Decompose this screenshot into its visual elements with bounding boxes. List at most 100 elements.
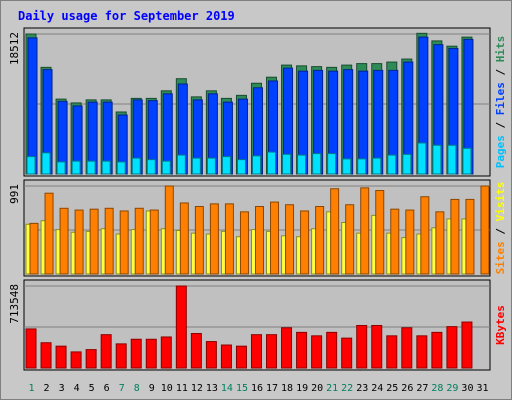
- bar-kbytes-7: [115, 343, 127, 369]
- x-tick-label: 23: [356, 383, 368, 394]
- bar-sites-10: [164, 185, 174, 275]
- x-tick-label: 7: [119, 383, 125, 394]
- bar-kbytes-24: [371, 324, 383, 369]
- series-files: [27, 36, 474, 175]
- bar-sites-8: [134, 207, 144, 275]
- legend-entry: Files: [494, 82, 507, 115]
- bar-pages-5: [86, 160, 96, 175]
- bar-pages-19: [297, 154, 307, 175]
- bar-kbytes-19: [296, 331, 308, 369]
- bar-sites-21: [330, 188, 340, 275]
- bar-pages-14: [221, 156, 231, 175]
- legend-entry: Visits: [494, 182, 507, 222]
- bar-sites-12: [194, 206, 204, 275]
- bar-kbytes-29: [446, 326, 458, 369]
- bar-pages-26: [402, 153, 412, 175]
- bar-pages-6: [101, 160, 111, 175]
- x-tick-label: 3: [59, 383, 65, 394]
- bar-kbytes-26: [401, 327, 413, 369]
- bar-kbytes-14: [220, 344, 232, 369]
- bar-kbytes-3: [55, 345, 67, 369]
- y-max-label: 18512: [8, 32, 21, 65]
- x-tick-label: 31: [476, 383, 488, 394]
- bar-kbytes-17: [266, 334, 278, 369]
- series-sites: [29, 185, 490, 275]
- bar-pages-10: [161, 160, 171, 175]
- bar-sites-27: [420, 196, 430, 275]
- bar-pages-28: [432, 144, 442, 175]
- bar-pages-12: [191, 157, 201, 175]
- bar-pages-24: [372, 157, 382, 175]
- bar-pages-23: [357, 158, 367, 175]
- bar-kbytes-23: [356, 324, 368, 369]
- y-max-label: 991: [8, 184, 21, 204]
- bar-kbytes-8: [130, 338, 142, 369]
- panel-legend: Sites / Visits: [494, 182, 507, 275]
- x-tick-label: 13: [206, 383, 218, 394]
- bar-sites-20: [315, 206, 325, 275]
- series-pages: [26, 142, 472, 175]
- legend-entry: Hits: [494, 36, 507, 63]
- bar-pages-21: [327, 153, 337, 175]
- bar-sites-17: [270, 201, 280, 275]
- legend-entry: /: [494, 115, 507, 135]
- x-tick-label: 11: [176, 383, 188, 394]
- bar-kbytes-27: [416, 335, 428, 369]
- bar-sites-23: [360, 187, 370, 275]
- bar-sites-31: [480, 185, 490, 275]
- bar-sites-3: [59, 207, 69, 275]
- x-tick-label: 8: [134, 383, 140, 394]
- bar-pages-3: [56, 161, 66, 175]
- bar-kbytes-18: [281, 327, 293, 369]
- panel-hits-files-pages: 18512 Pages / Files / Hits: [8, 27, 507, 177]
- bar-files-22: [343, 69, 354, 175]
- x-tick-label: 29: [446, 383, 458, 394]
- bar-sites-13: [209, 203, 219, 275]
- bar-pages-20: [312, 153, 322, 175]
- x-tick-label: 12: [191, 383, 203, 394]
- bar-sites-14: [224, 203, 234, 275]
- x-tick-label: 21: [326, 383, 338, 394]
- legend-entry: /: [494, 221, 507, 241]
- legend-entry: KBytes: [494, 305, 507, 345]
- bar-kbytes-30: [461, 321, 473, 369]
- bar-sites-24: [375, 190, 385, 275]
- bar-pages-8: [131, 157, 141, 175]
- bar-sites-15: [239, 211, 249, 275]
- bar-sites-30: [465, 198, 475, 275]
- legend-entry: /: [494, 62, 507, 82]
- bar-pages-22: [342, 158, 352, 175]
- x-tick-label: 9: [149, 383, 155, 394]
- bar-sites-11: [179, 202, 189, 275]
- legend-entry: Pages: [494, 135, 507, 168]
- chart-panels: 18512 Pages / Files / Hits 991 Sites / Visi…: [8, 27, 507, 371]
- bar-pages-27: [417, 142, 427, 175]
- x-tick-label: 5: [89, 383, 95, 394]
- bar-sites-1: [29, 222, 39, 275]
- bar-pages-13: [206, 157, 216, 175]
- bar-sites-25: [390, 208, 400, 275]
- x-tick-label: 22: [341, 383, 353, 394]
- bar-pages-11: [176, 154, 186, 175]
- chart-title: Daily usage for September 2019: [18, 9, 235, 23]
- x-tick-label: 6: [104, 383, 110, 394]
- bar-kbytes-11: [175, 285, 187, 369]
- bar-sites-9: [149, 209, 159, 275]
- bar-pages-4: [71, 160, 81, 175]
- x-tick-labels: 1 2 3 4 5 6 7 8 9 10 11 12 13 14 15 16 17 18 19 20 21 22 23 24 2…: [29, 383, 489, 394]
- bar-files-1: [27, 37, 38, 175]
- bar-kbytes-28: [431, 331, 443, 369]
- x-tick-label: 24: [371, 383, 383, 394]
- bar-pages-9: [146, 159, 156, 175]
- bar-sites-6: [104, 207, 114, 275]
- bar-pages-16: [251, 155, 261, 175]
- x-tick-label: 28: [431, 383, 443, 394]
- bar-kbytes-20: [311, 335, 323, 369]
- bar-kbytes-1: [25, 328, 37, 369]
- x-tick-label: 18: [281, 383, 293, 394]
- bar-sites-29: [450, 198, 460, 275]
- legend-entry: Sites: [494, 241, 507, 274]
- bar-kbytes-2: [40, 342, 52, 369]
- bar-pages-25: [387, 154, 397, 175]
